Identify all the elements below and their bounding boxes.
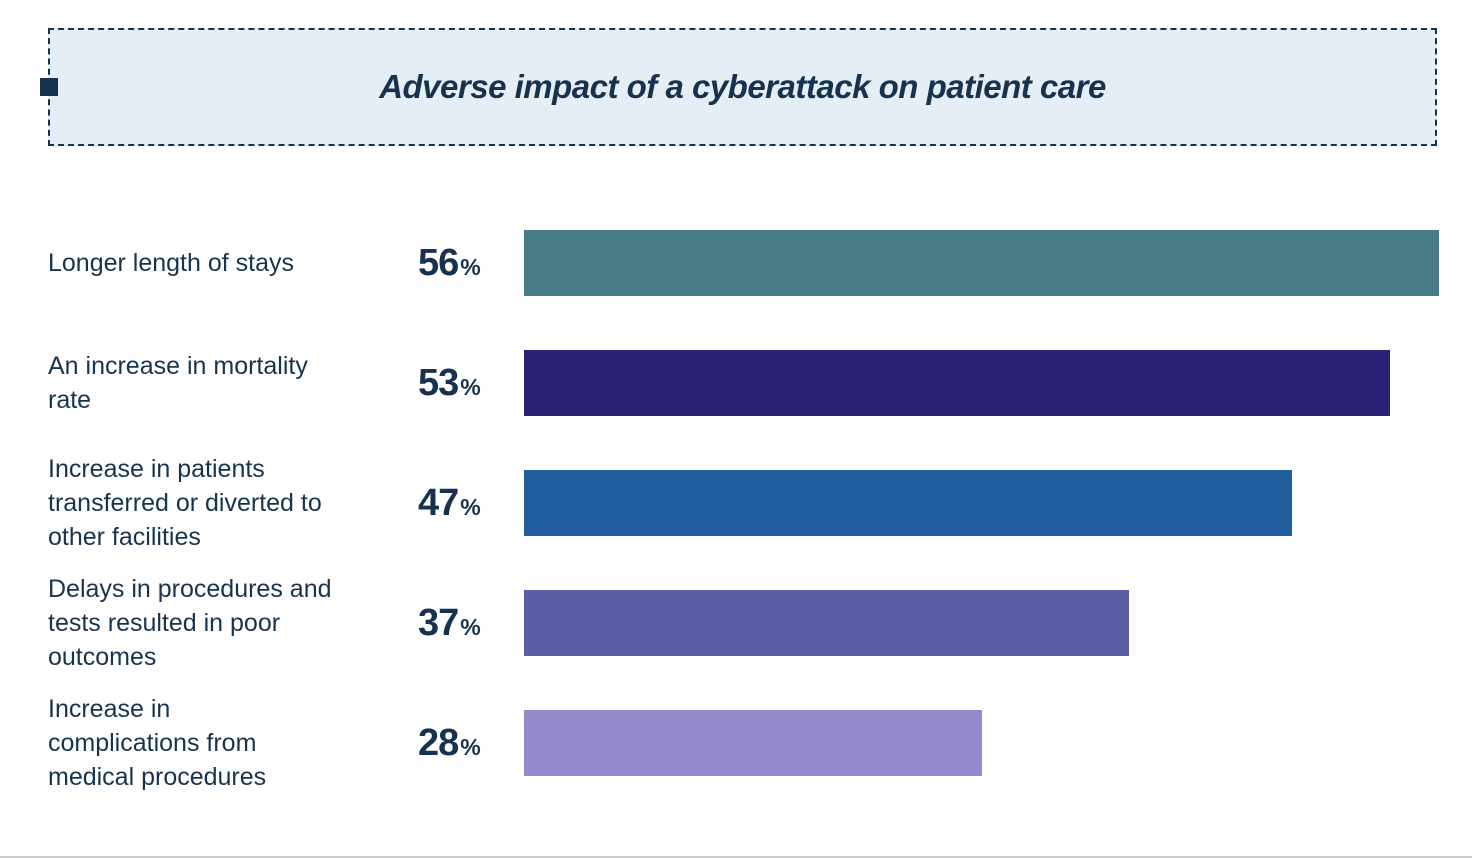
bar-row: Delays in procedures and tests resulted … [48, 575, 1472, 671]
percent-sign: % [460, 253, 481, 280]
bar-value: 53% [418, 362, 524, 405]
bar-value-number: 56 [418, 241, 459, 284]
bar-value-number: 47 [418, 481, 459, 524]
bar-chart: Longer length of stays 56% An increase in … [48, 230, 1472, 791]
percent-sign: % [460, 373, 481, 400]
bar [524, 590, 1129, 656]
title-marker-square [40, 78, 58, 96]
percent-sign: % [460, 613, 481, 640]
bar-label: An increase in mortality rate [48, 352, 308, 414]
bar [524, 230, 1440, 296]
bar-row: An increase in mortality rate 53% [48, 350, 1472, 416]
bar-value: 56% [418, 242, 524, 285]
page-bottom-border [0, 856, 1472, 858]
bar-label: Longer length of stays [48, 249, 294, 277]
bar-row: Longer length of stays 56% [48, 230, 1472, 296]
bar-track [524, 590, 1472, 656]
bar-label: Delays in procedures and tests resulted … [48, 575, 332, 671]
bar-row: Increase in patients transferred or dive… [48, 455, 1472, 551]
bar-value: 37% [418, 602, 524, 645]
bar-value: 28% [418, 722, 524, 765]
bar-track [524, 710, 1472, 776]
bar-label: Increase in patients transferred or dive… [48, 455, 322, 551]
bar-row: Increase in complications from medical p… [48, 695, 1472, 791]
bar-track [524, 230, 1472, 296]
bar [524, 470, 1293, 536]
bar-track [524, 350, 1472, 416]
bar-value-number: 28 [418, 721, 459, 764]
percent-sign: % [460, 493, 481, 520]
bar-value-number: 37 [418, 601, 459, 644]
bar [524, 710, 982, 776]
bar-value-number: 53 [418, 361, 459, 404]
bar-label: Increase in complications from medical p… [48, 695, 267, 791]
bar-track [524, 470, 1472, 536]
chart-title: Adverse impact of a cyberattack on patie… [379, 68, 1106, 105]
bar [524, 350, 1391, 416]
bar-value: 47% [418, 482, 524, 525]
chart-title-box: Adverse impact of a cyberattack on patie… [40, 28, 1437, 146]
percent-sign: % [460, 733, 481, 760]
